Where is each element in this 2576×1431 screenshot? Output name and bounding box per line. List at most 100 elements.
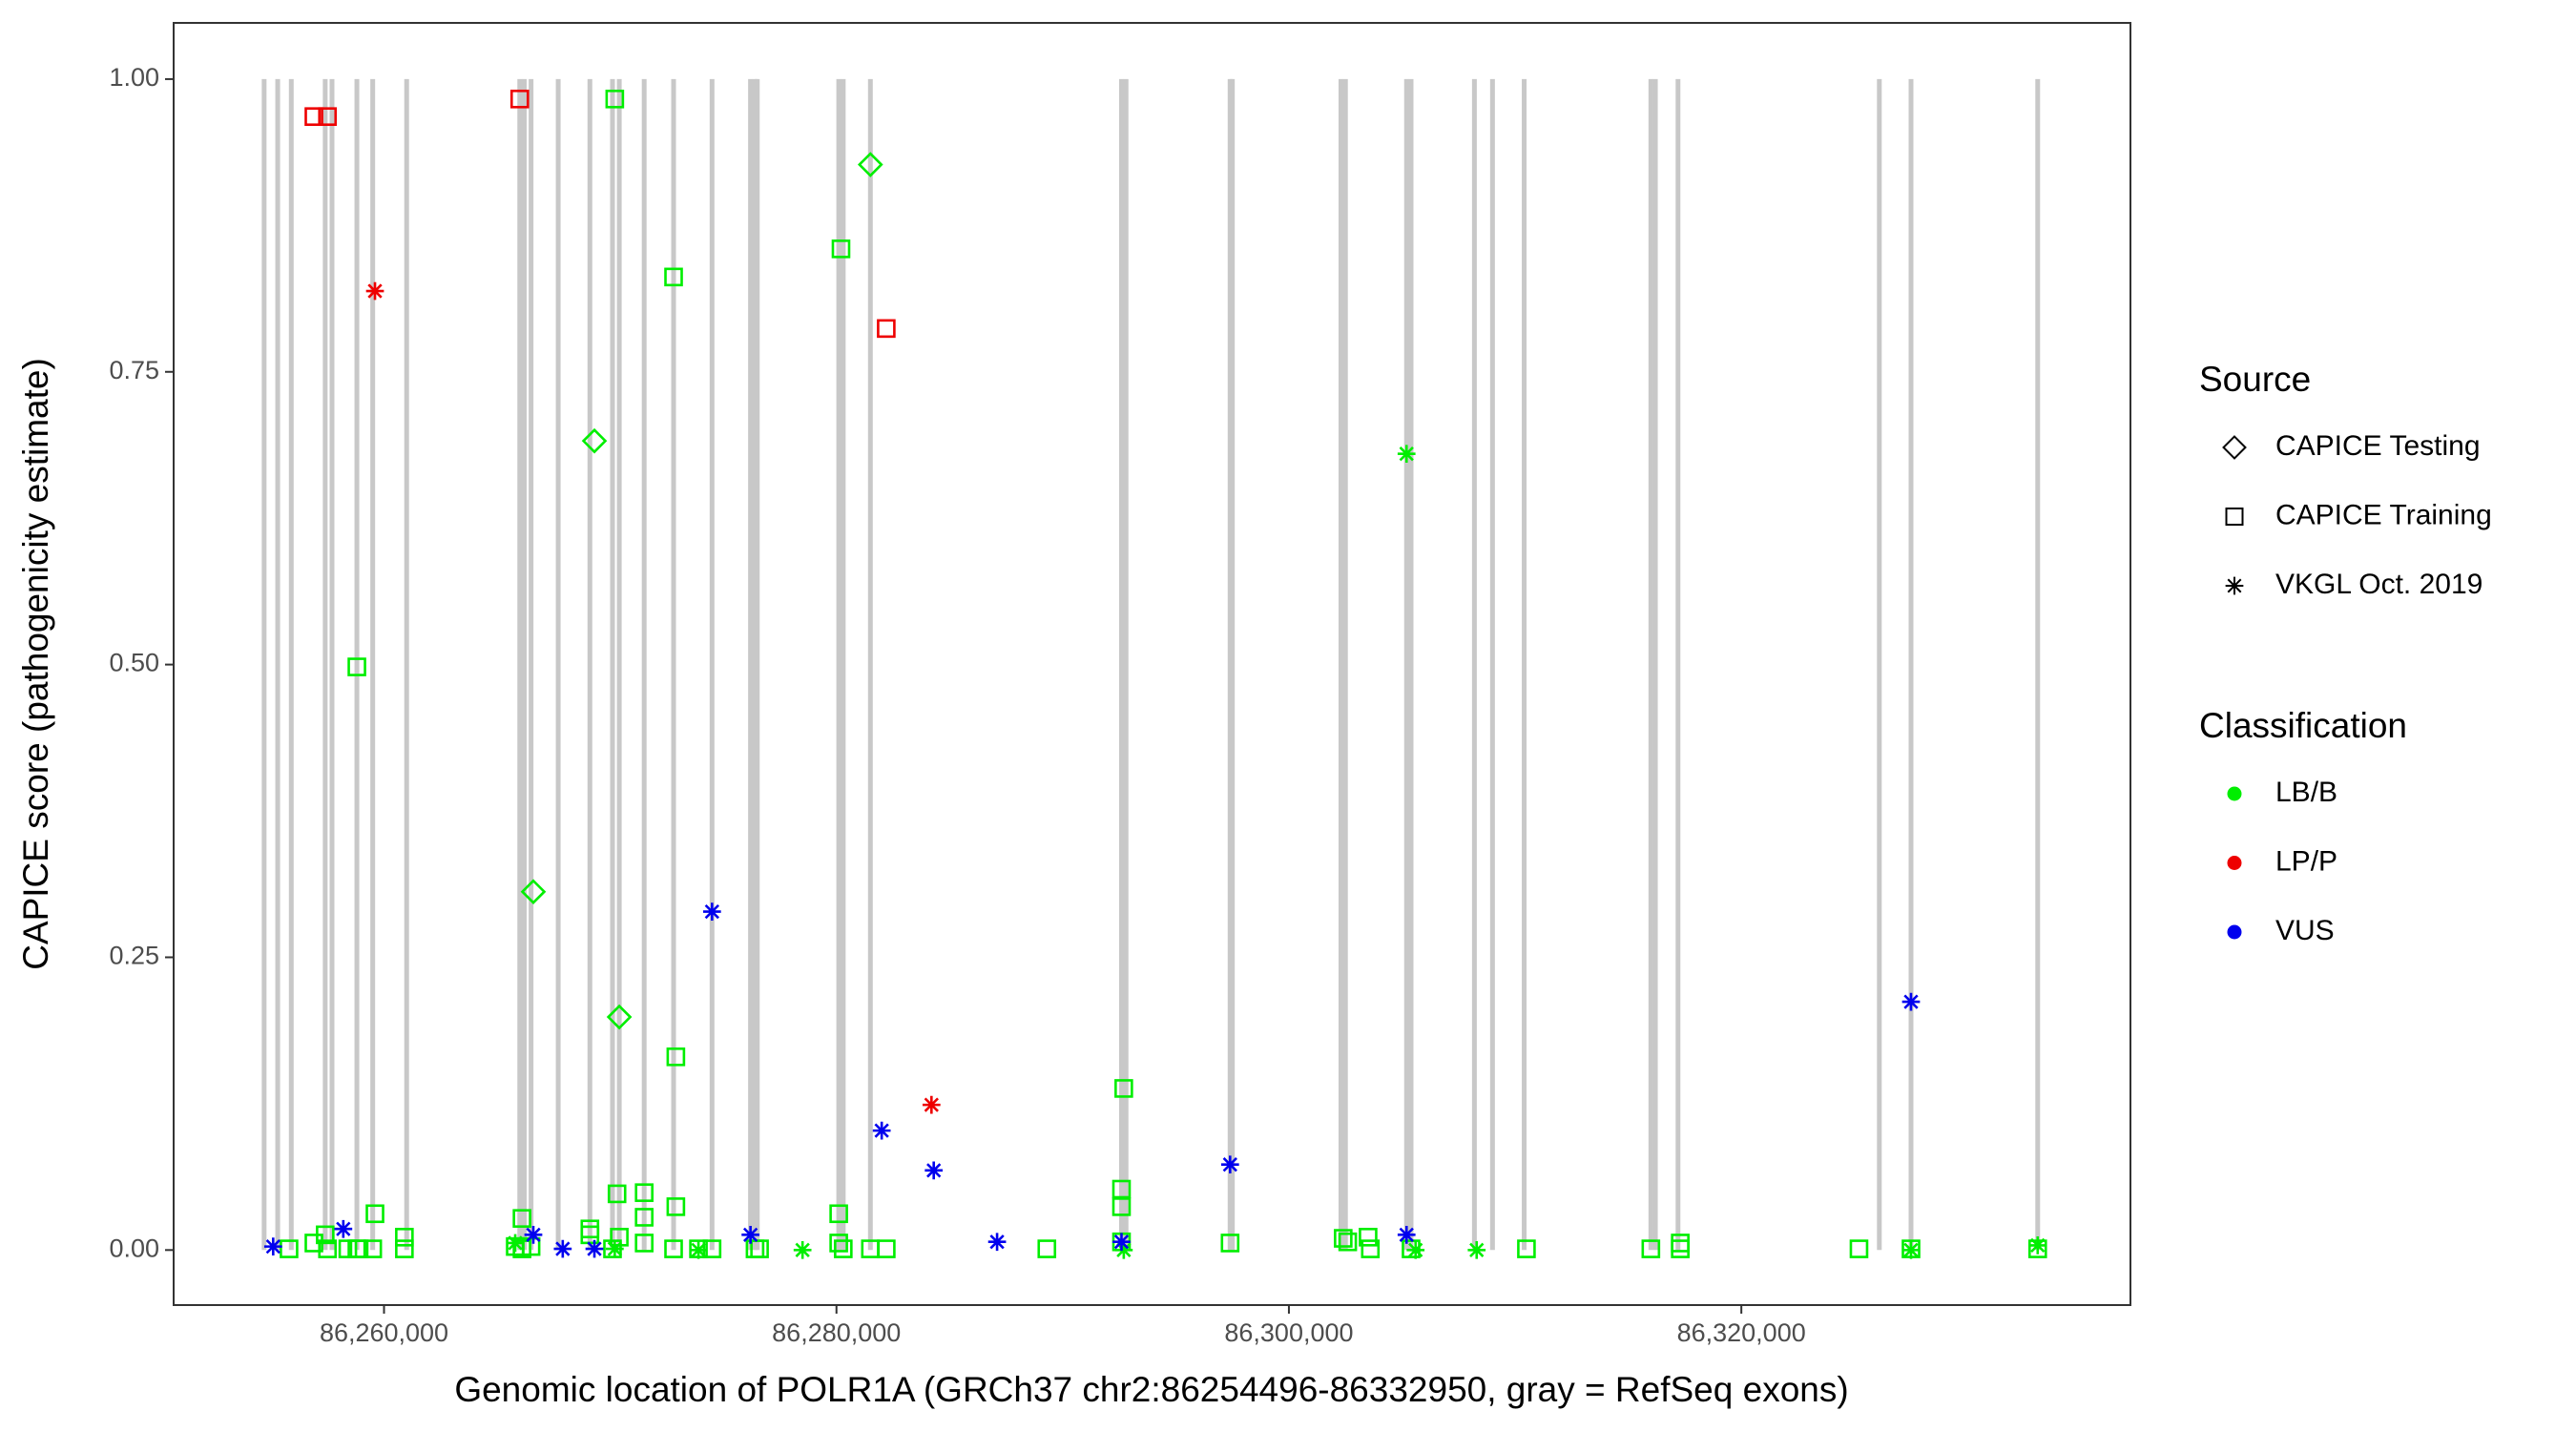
legend-symbol	[2227, 856, 2242, 870]
data-point	[877, 1239, 896, 1258]
data-point	[1334, 1229, 1353, 1248]
data-point	[1641, 1239, 1661, 1258]
data-point	[509, 89, 530, 109]
data-point	[1111, 1197, 1132, 1216]
data-point	[831, 239, 851, 259]
data-point	[318, 1239, 338, 1258]
data-point	[829, 1234, 848, 1253]
legend-label: CAPICE Testing	[2275, 430, 2481, 462]
data-point	[280, 1239, 299, 1258]
data-point	[585, 1239, 604, 1258]
data-point	[1397, 1226, 1416, 1244]
legend-symbol	[2222, 435, 2247, 460]
plot-frame	[173, 22, 2131, 1306]
data-point	[1114, 1079, 1133, 1098]
data-point	[634, 1234, 654, 1253]
data-point	[1220, 1155, 1239, 1174]
data-point	[553, 1239, 572, 1258]
data-point	[1397, 445, 1416, 464]
data-point	[2028, 1236, 2047, 1255]
data-point	[334, 1219, 353, 1238]
legend-label: CAPICE Training	[2275, 499, 2492, 530]
legend-symbol	[2225, 508, 2244, 526]
data-point	[581, 427, 608, 454]
data-point	[316, 1225, 335, 1245]
data-point	[872, 1121, 891, 1140]
data-point	[857, 152, 883, 177]
y-tick-label: 0.50	[109, 649, 159, 677]
data-point	[607, 1184, 627, 1204]
data-point	[1112, 1233, 1131, 1252]
data-point	[1406, 1240, 1425, 1259]
data-point	[922, 1095, 941, 1114]
data-point	[512, 1209, 531, 1228]
data-point	[987, 1233, 1007, 1252]
data-point	[924, 1161, 944, 1180]
data-point	[750, 1239, 769, 1258]
data-point	[347, 657, 366, 676]
data-point	[263, 1237, 282, 1255]
legend-label: LP/P	[2275, 845, 2337, 877]
legend-title: Classification	[2199, 706, 2407, 745]
data-point	[634, 1183, 654, 1202]
y-tick-label: 0.75	[109, 356, 159, 384]
data-point	[877, 319, 896, 339]
data-point	[1901, 992, 1921, 1011]
data-point	[365, 1204, 384, 1224]
data-point	[349, 1239, 369, 1258]
data-point	[1359, 1228, 1378, 1247]
data-point	[1901, 1240, 1921, 1259]
data-point	[1114, 1240, 1133, 1259]
data-point	[689, 1240, 708, 1259]
data-point	[395, 1228, 414, 1247]
y-axis-title: CAPICE score (pathogenicity estimate)	[16, 358, 55, 970]
legend-label: VUS	[2275, 915, 2335, 946]
data-point	[666, 1047, 686, 1067]
data-point	[829, 1204, 848, 1224]
y-tick-label: 0.00	[109, 1234, 159, 1262]
legend-title: Source	[2199, 360, 2311, 399]
data-point	[664, 1239, 683, 1258]
data-point	[395, 1239, 414, 1258]
data-point	[365, 281, 384, 301]
data-point	[793, 1240, 812, 1259]
data-point	[1220, 1234, 1240, 1253]
y-tick-label: 0.25	[109, 942, 159, 970]
data-point	[506, 1234, 525, 1253]
data-point	[1849, 1239, 1869, 1258]
data-point	[318, 107, 338, 126]
data-point	[834, 1239, 853, 1258]
data-point	[363, 1239, 383, 1258]
legend-symbol	[2227, 786, 2242, 801]
x-tick-label: 86,260,000	[320, 1318, 448, 1347]
data-point	[1338, 1232, 1358, 1252]
x-tick-label: 86,300,000	[1224, 1318, 1353, 1347]
data-point	[1467, 1240, 1486, 1259]
data-point	[702, 902, 721, 921]
data-point	[1361, 1239, 1381, 1258]
data-point	[741, 1226, 759, 1244]
x-tick-label: 86,320,000	[1677, 1318, 1806, 1347]
data-point	[1037, 1239, 1057, 1258]
x-tick-label: 86,280,000	[772, 1318, 901, 1347]
x-axis-title: Genomic location of POLR1A (GRCh37 chr2:…	[454, 1370, 1848, 1409]
data-point	[1111, 1179, 1132, 1199]
data-point	[606, 1239, 624, 1258]
data-point	[666, 1197, 686, 1216]
data-point	[520, 879, 547, 905]
data-point	[664, 267, 683, 287]
data-point	[304, 107, 323, 126]
legend-label: VKGL Oct. 2019	[2275, 569, 2483, 600]
legend-symbol	[2227, 924, 2242, 940]
data-point	[634, 1208, 654, 1227]
data-point	[1671, 1239, 1690, 1258]
data-point	[606, 1004, 633, 1030]
legend-symbol	[2225, 576, 2244, 595]
data-point	[1517, 1239, 1536, 1258]
y-tick-label: 1.00	[109, 63, 159, 92]
legend-label: LB/B	[2275, 777, 2337, 808]
data-point	[605, 89, 625, 109]
data-point	[524, 1226, 543, 1244]
